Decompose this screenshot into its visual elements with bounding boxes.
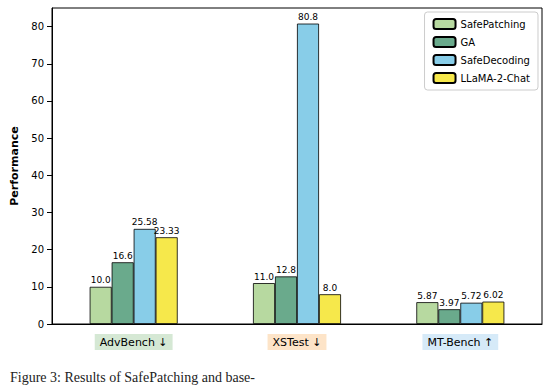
svg-text:5.72: 5.72 xyxy=(461,291,481,301)
svg-text:SafeDecoding: SafeDecoding xyxy=(461,55,530,66)
svg-text:Performance: Performance xyxy=(8,126,21,205)
svg-text:XSTest ↓: XSTest ↓ xyxy=(273,336,322,349)
svg-text:80.8: 80.8 xyxy=(298,12,318,22)
svg-text:Figure 3: Results of SafePatch: Figure 3: Results of SafePatching and ba… xyxy=(10,370,255,385)
svg-text:11.0: 11.0 xyxy=(254,272,274,282)
svg-text:6.02: 6.02 xyxy=(483,290,503,300)
svg-text:SafePatching: SafePatching xyxy=(461,19,526,30)
svg-text:LLaMA-2-Chat: LLaMA-2-Chat xyxy=(461,73,531,84)
svg-text:23.33: 23.33 xyxy=(154,226,180,236)
svg-text:3.97: 3.97 xyxy=(439,298,459,308)
svg-text:20: 20 xyxy=(31,244,44,255)
svg-text:40: 40 xyxy=(31,170,44,181)
svg-text:25.58: 25.58 xyxy=(131,217,158,228)
svg-text:0: 0 xyxy=(38,319,44,330)
svg-text:12.8: 12.8 xyxy=(276,265,296,275)
svg-text:16.6: 16.6 xyxy=(113,251,133,261)
svg-text:60: 60 xyxy=(31,95,44,106)
svg-text:50: 50 xyxy=(31,133,44,144)
svg-text:70: 70 xyxy=(31,58,44,69)
svg-text:GA: GA xyxy=(461,37,476,48)
svg-text:10.0: 10.0 xyxy=(91,275,111,285)
svg-text:MT-Bench ↑: MT-Bench ↑ xyxy=(427,336,493,349)
svg-text:80: 80 xyxy=(31,21,44,32)
svg-text:10: 10 xyxy=(31,281,44,292)
svg-text:30: 30 xyxy=(31,207,44,218)
svg-text:5.87: 5.87 xyxy=(417,291,437,301)
svg-text:8.0: 8.0 xyxy=(323,283,338,293)
svg-text:AdvBench ↓: AdvBench ↓ xyxy=(100,336,168,349)
